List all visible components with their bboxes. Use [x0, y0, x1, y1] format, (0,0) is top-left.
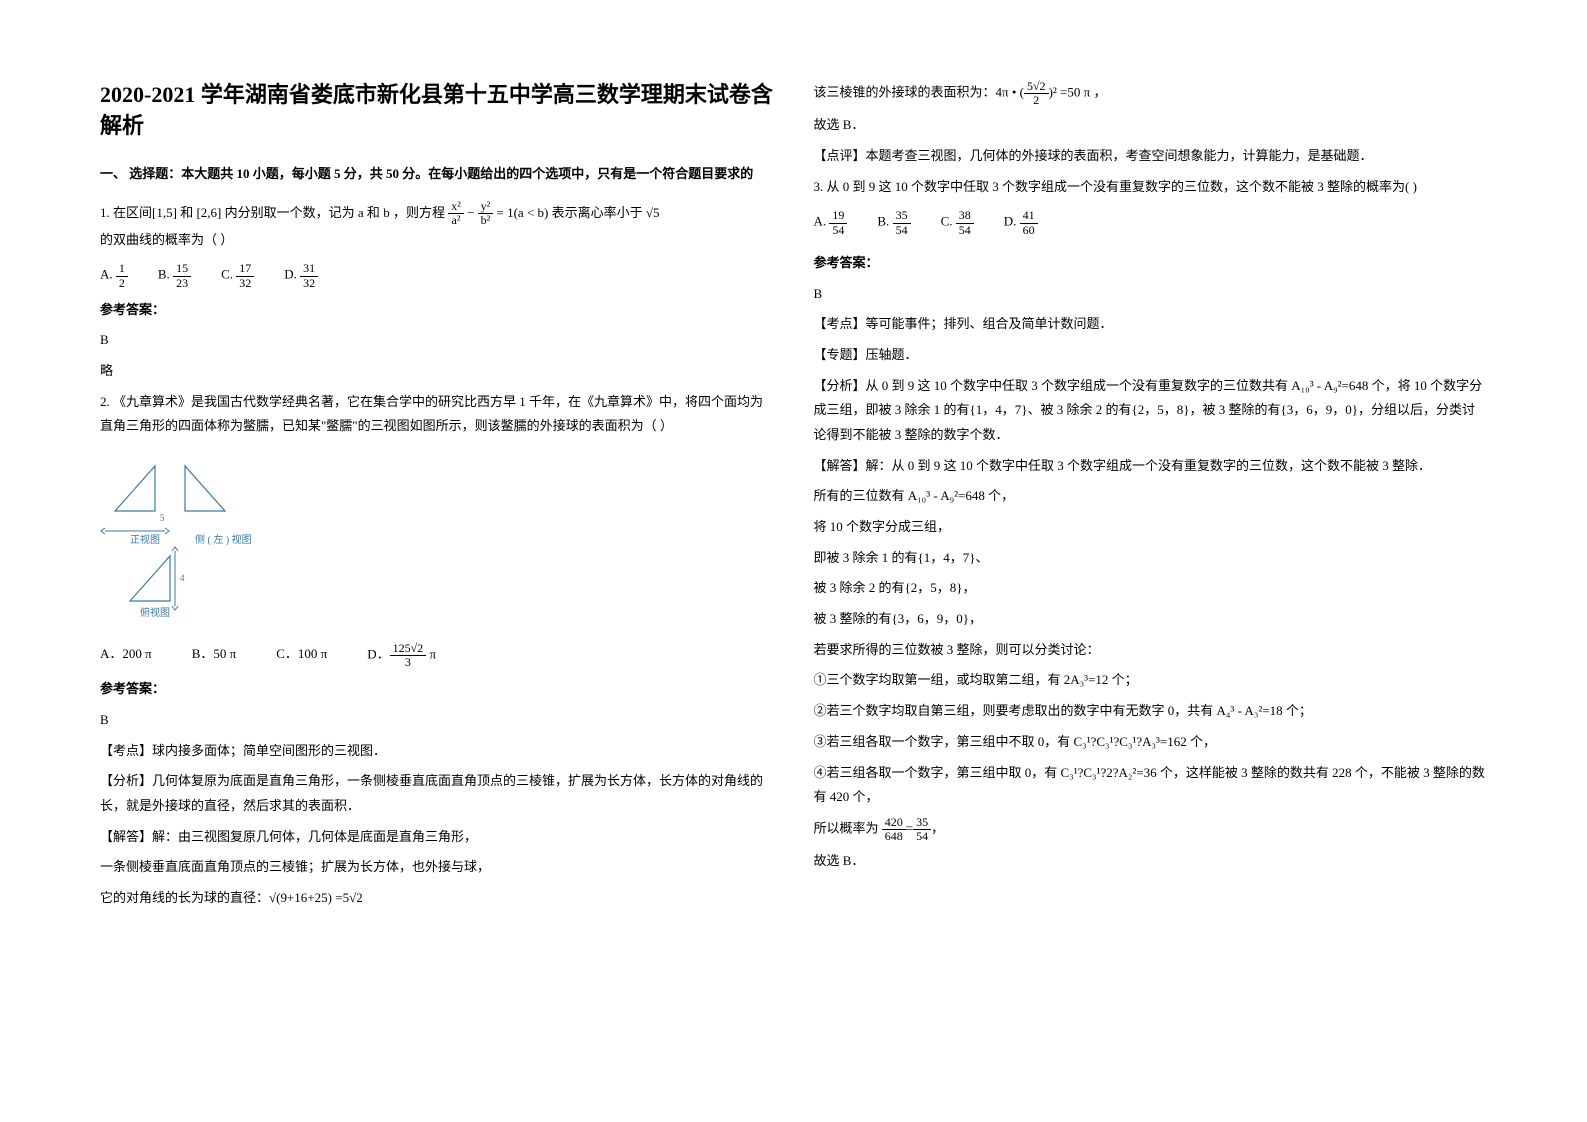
q3-answer: B	[814, 282, 1488, 307]
svg-text:俯视图: 俯视图	[140, 606, 170, 619]
q3-optD: D. 4160	[1004, 209, 1038, 236]
exam-title: 2020-2021 学年湖南省娄底市新化县第十五中学高三数学理期末试卷含解析	[100, 80, 774, 142]
q2-optA: A．200 π	[100, 642, 152, 669]
q3-answer-label: 参考答案：	[814, 251, 1488, 276]
left-column: 2020-2021 学年湖南省娄底市新化县第十五中学高三数学理期末试卷含解析 一…	[100, 80, 774, 1082]
q2-exp4: 一条侧棱垂直底面直角顶点的三棱锥；扩展为长方体，也外接与球，	[100, 855, 774, 880]
svg-text:4: 4	[180, 573, 185, 583]
q3-e8: 被 3 除余 2 的有{2，5，8}，	[814, 576, 1488, 601]
q1-answer-label: 参考答案：	[100, 298, 774, 323]
q3-e14: ④若三组各取一个数字，第三组中取 0，有 C₃¹?C₃¹?2?A₂²=36 个，…	[814, 761, 1488, 810]
q2-exp3: 【解答】解：由三视图复原几何体，几何体是底面是直角三角形，	[100, 825, 774, 850]
q1-options: A. 12 B. 1523 C. 1732 D. 3132	[100, 262, 774, 289]
q1-optC: C. 1732	[221, 262, 254, 289]
q1-text: 1. 在区间[1,5] 和 [2,6] 内分别取一个数，记为 a 和 b ，则方…	[100, 205, 660, 220]
q2-answer: B	[100, 708, 774, 733]
q2-optC: C．100 π	[276, 642, 327, 669]
three-view-diagram: 正视图 侧 ( 左 ) 视图 俯视图 5 4	[100, 451, 774, 630]
q2r-conc: 故选 B．	[814, 113, 1488, 138]
q3-e6: 将 10 个数字分成三组，	[814, 515, 1488, 540]
q3-options: A. 1954 B. 3554 C. 3854 D. 4160	[814, 209, 1488, 236]
q2-optD: D．125√23 π	[367, 642, 436, 669]
svg-text:正视图: 正视图	[130, 533, 160, 546]
q2r-surface: 该三棱锥的外接球的表面积为：4π • (5√22)² =50 π ，	[814, 80, 1488, 107]
q1-note: 略	[100, 359, 774, 384]
q2-exp5: 它的对角线的长为球的直径：√(9+16+25) =5√2	[100, 886, 774, 911]
svg-text:侧 ( 左 ) 视图: 侧 ( 左 ) 视图	[195, 533, 252, 546]
right-column: 该三棱锥的外接球的表面积为：4π • (5√22)² =50 π ， 故选 B．…	[814, 80, 1488, 1082]
q3-e12: ②若三个数字均取自第三组，则要考虑取出的数字中有无数字 0，共有 A₄³ - A…	[814, 699, 1488, 724]
q3-e5: 所有的三位数有 A₁₀³ - A₉²=648 个，	[814, 484, 1488, 509]
q3-prob: 所以概率为 420648=3554，	[814, 816, 1488, 843]
q2-answer-label: 参考答案：	[100, 677, 774, 702]
q3-optB: B. 3554	[877, 209, 910, 236]
svg-text:5: 5	[160, 513, 165, 523]
q3-e3: 【分析】从 0 到 9 这 10 个数字中任取 3 个数字组成一个没有重复数字的…	[814, 374, 1488, 448]
q1-answer: B	[100, 328, 774, 353]
q1-optA: A. 12	[100, 262, 128, 289]
q1-optB: B. 1523	[158, 262, 191, 289]
question-3: 3. 从 0 到 9 这 10 个数字中任取 3 个数字组成一个没有重复数字的三…	[814, 175, 1488, 200]
q1-frac1: x²a²	[448, 200, 464, 227]
q1-optD: D. 3132	[284, 262, 318, 289]
q3-optC: C. 3854	[941, 209, 974, 236]
q3-e7: 即被 3 除余 1 的有{1，4，7}、	[814, 546, 1488, 571]
q3-e9: 被 3 整除的有{3，6，9，0}，	[814, 607, 1488, 632]
q3-e11: ①三个数字均取第一组，或均取第二组，有 2A₃³=12 个；	[814, 668, 1488, 693]
q3-conc: 故选 B．	[814, 849, 1488, 874]
q2-options: A．200 π B．50 π C．100 π D．125√23 π	[100, 642, 774, 669]
question-1: 1. 在区间[1,5] 和 [2,6] 内分别取一个数，记为 a 和 b ，则方…	[100, 200, 774, 252]
q3-optA: A. 1954	[814, 209, 848, 236]
q2-exp1: 【考点】球内接多面体；简单空间图形的三视图．	[100, 739, 774, 764]
q2r-review: 【点评】本题考查三视图，几何体的外接球的表面积，考查空间想象能力，计算能力，是基…	[814, 144, 1488, 169]
q2-exp2: 【分析】几何体复原为底面是直角三角形，一条侧棱垂直底面直角顶点的三棱锥，扩展为长…	[100, 769, 774, 818]
q1-tail: 的双曲线的概率为（ ）	[100, 228, 774, 253]
q3-e10: 若要求所得的三位数被 3 整除，则可以分类讨论：	[814, 638, 1488, 663]
q2-optB: B．50 π	[192, 642, 237, 669]
q3-e4: 【解答】解：从 0 到 9 这 10 个数字中任取 3 个数字组成一个没有重复数…	[814, 454, 1488, 479]
question-2: 2. 《九章算术》是我国古代数学经典名著，它在集合学中的研究比西方早 1 千年，…	[100, 390, 774, 439]
q3-e2: 【专题】压轴题．	[814, 343, 1488, 368]
q3-e1: 【考点】等可能事件；排列、组合及简单计数问题．	[814, 312, 1488, 337]
q3-e13: ③若三组各取一个数字，第三组中不取 0，有 C₃¹?C₃¹?C₃¹?A₃³=16…	[814, 730, 1488, 755]
section-heading: 一、 选择题：本大题共 10 小题，每小题 5 分，共 50 分。在每小题给出的…	[100, 162, 774, 187]
q1-frac2: y²b²	[478, 200, 494, 227]
